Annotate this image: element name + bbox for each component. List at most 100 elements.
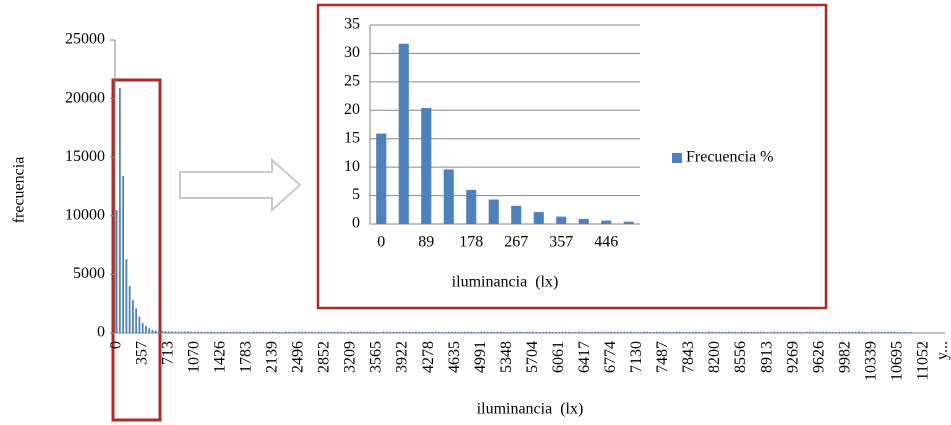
bar [258, 331, 261, 333]
bar [493, 331, 496, 333]
bar [776, 331, 779, 333]
x-tick-label: 6774 [602, 341, 619, 373]
bar [271, 331, 274, 333]
bar [584, 331, 587, 333]
bar [854, 331, 857, 333]
x-tick-label: 89 [418, 234, 434, 251]
bar [464, 331, 466, 333]
bar [665, 331, 668, 333]
x-tick-label: 446 [594, 234, 618, 251]
bar [535, 331, 538, 333]
bar [288, 331, 291, 333]
bar [467, 331, 470, 333]
bar [174, 331, 177, 333]
bar [346, 332, 349, 333]
bar [838, 331, 841, 333]
x-tick-label: 8913 [758, 341, 775, 373]
bar [177, 331, 180, 333]
x-tick-label: 9269 [784, 341, 801, 373]
x-tick-label: 1070 [185, 341, 202, 373]
bar [678, 331, 681, 333]
bar [623, 221, 634, 224]
bar [714, 331, 717, 333]
bar [695, 331, 697, 333]
bar [499, 331, 502, 333]
bar [428, 331, 430, 333]
x-tick-label: 357 [549, 234, 573, 251]
bar [353, 331, 356, 333]
bar [138, 316, 141, 333]
bar [906, 331, 909, 333]
bar [327, 331, 330, 333]
bar [717, 331, 720, 333]
bar [314, 332, 317, 333]
x-tick-label: 3922 [394, 341, 411, 373]
x-tick-label: 8556 [732, 341, 749, 373]
bar [376, 331, 378, 333]
bar [141, 323, 144, 333]
bar [242, 331, 245, 333]
bar [447, 331, 450, 333]
bar [473, 331, 476, 333]
bar [558, 331, 561, 333]
bar [822, 331, 824, 333]
bar [525, 331, 528, 333]
bar [626, 331, 629, 333]
bar [324, 331, 326, 333]
bar [851, 331, 854, 333]
bar [636, 331, 639, 333]
bar [466, 189, 477, 224]
bar [533, 212, 544, 224]
bar [542, 332, 544, 333]
bar [395, 331, 398, 333]
bar [441, 331, 444, 333]
bar [421, 108, 432, 224]
bar [509, 332, 512, 333]
bar [190, 331, 193, 333]
bar [483, 331, 486, 333]
bar [818, 331, 821, 333]
x-tick-label: 0 [377, 234, 385, 251]
bar [870, 331, 873, 333]
bar [831, 331, 834, 333]
bar [890, 331, 893, 333]
x-tick-label: 7843 [680, 341, 697, 373]
bar [167, 331, 170, 333]
bar [232, 331, 235, 333]
bar [909, 332, 912, 333]
bar [284, 331, 287, 333]
bar [239, 331, 242, 333]
bar [236, 331, 238, 333]
x-tick-label: 7130 [628, 341, 645, 373]
bar [340, 331, 343, 333]
bar [893, 331, 896, 333]
bar [503, 331, 505, 333]
bar [187, 331, 190, 333]
bar [864, 331, 867, 333]
bar [711, 331, 714, 333]
x-tick-label: 5704 [524, 341, 541, 373]
bar [317, 331, 320, 333]
bar [490, 331, 492, 333]
bar [603, 331, 606, 333]
bar [698, 331, 701, 333]
bar [372, 331, 375, 333]
bar [639, 332, 642, 333]
bar [730, 331, 733, 333]
bar [216, 331, 219, 333]
bar [330, 331, 333, 333]
y-tick-label: 15000 [65, 148, 105, 165]
bar [382, 331, 385, 333]
bar [424, 331, 427, 333]
bar [197, 331, 199, 333]
bar [294, 331, 297, 333]
bar [607, 332, 610, 333]
y-tick-label: 20 [344, 101, 360, 118]
bar [643, 331, 645, 333]
bar [734, 331, 736, 333]
bar [184, 331, 186, 333]
arrow [179, 157, 302, 213]
bar [421, 331, 424, 333]
bar [649, 331, 652, 333]
bar [874, 331, 876, 333]
